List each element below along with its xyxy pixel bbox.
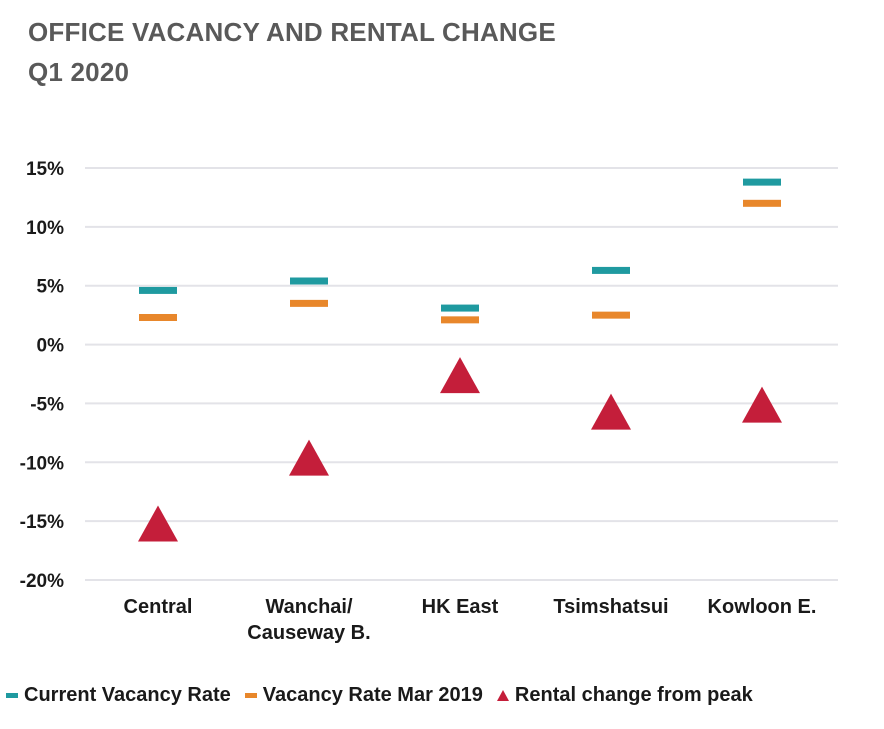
vacancy-2019-marker <box>743 199 781 207</box>
chart-title-line2: Q1 2020 <box>28 57 130 87</box>
vacancy-2019-marker <box>441 316 479 324</box>
vacancy-2019-marker <box>139 313 177 321</box>
current-vacancy-marker <box>592 266 630 274</box>
x-category-label: Wanchai/ <box>265 596 352 618</box>
legend-item-rental-change: Rental change from peak <box>496 684 753 707</box>
rental-change-marker <box>591 393 631 430</box>
legend-item-vacancy-2019: Vacancy Rate Mar 2019 <box>244 684 483 707</box>
legend-label-vacancy-2019: Vacancy Rate Mar 2019 <box>262 684 483 706</box>
y-tick-label: 5% <box>37 277 65 298</box>
current-vacancy-marker <box>290 277 328 285</box>
y-tick-label: -20% <box>20 571 64 592</box>
vacancy-2019-marker <box>290 299 328 307</box>
y-tick-label: -15% <box>20 512 64 533</box>
legend: Current Vacancy Rate Vacancy Rate Mar 20… <box>6 684 767 707</box>
current-vacancy-marker <box>139 286 177 294</box>
x-category-label: Causeway B. <box>247 622 370 644</box>
y-tick-label: -5% <box>30 394 64 415</box>
x-category-label: Central <box>124 596 193 618</box>
rental-change-marker <box>440 357 480 394</box>
legend-item-current-vacancy: Current Vacancy Rate <box>6 684 231 707</box>
rental-change-marker <box>742 386 782 423</box>
y-tick-label: 0% <box>37 336 65 357</box>
y-tick-label: 15% <box>26 159 64 180</box>
current-vacancy-marker <box>743 178 781 186</box>
legend-swatch-rental-change <box>496 690 509 701</box>
rental-change-marker <box>289 439 329 476</box>
vacancy-2019-marker <box>592 311 630 319</box>
x-category-label: Kowloon E. <box>708 596 817 618</box>
legend-label-rental-change: Rental change from peak <box>514 684 753 706</box>
chart-title-line1: OFFICE VACANCY AND RENTAL CHANGE <box>28 17 556 47</box>
y-tick-label: 10% <box>26 218 64 239</box>
legend-swatch-vacancy-2019 <box>244 693 257 698</box>
y-tick-label: -10% <box>20 453 64 474</box>
legend-swatch-current-vacancy <box>6 693 18 698</box>
current-vacancy-marker <box>441 304 479 312</box>
rental-change-marker <box>138 505 178 542</box>
x-category-label: HK East <box>422 596 499 618</box>
x-category-label: Tsimshatsui <box>553 596 668 618</box>
legend-label-current-vacancy: Current Vacancy Rate <box>24 684 231 706</box>
chart-title: OFFICE VACANCY AND RENTAL CHANGE Q1 2020 <box>28 12 556 92</box>
